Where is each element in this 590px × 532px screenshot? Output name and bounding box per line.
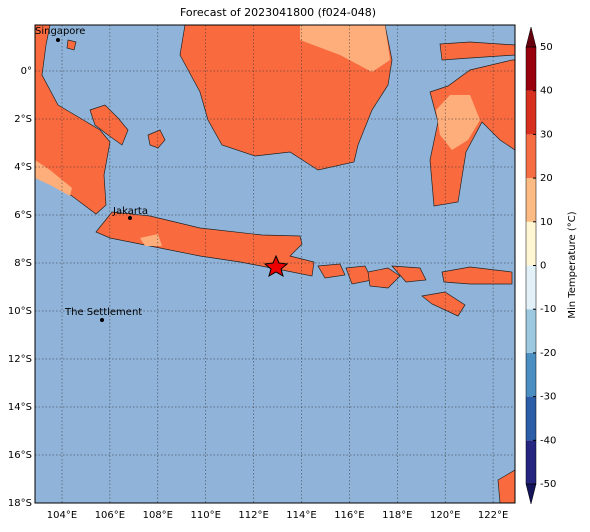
place-dot bbox=[56, 38, 60, 42]
colorbar-band bbox=[526, 90, 536, 135]
lat-tick-label: 2°S bbox=[14, 114, 32, 125]
colorbar-tick-label: -10 bbox=[540, 304, 556, 315]
lon-tick-label: 110°E bbox=[190, 510, 220, 521]
colorbar-band bbox=[526, 265, 536, 310]
colorbar-band bbox=[526, 178, 536, 222]
lat-tick-label: 6°S bbox=[14, 210, 32, 221]
colorbar-tick-label: 0 bbox=[540, 261, 546, 272]
colorbar-band bbox=[526, 309, 536, 353]
colorbar-band bbox=[526, 352, 536, 397]
lon-tick-label: 114°E bbox=[286, 510, 316, 521]
colorbar-tick-label: -30 bbox=[540, 392, 556, 403]
lat-tick-label: 0° bbox=[21, 66, 32, 77]
colorbar-tick-label: 30 bbox=[540, 129, 553, 140]
colorbar-tick-label: 40 bbox=[540, 86, 553, 97]
lon-tick-label: 106°E bbox=[95, 510, 125, 521]
lon-tick-label: 118°E bbox=[382, 510, 412, 521]
colorbar-tick-label: -40 bbox=[540, 435, 556, 446]
star-marker bbox=[263, 254, 289, 278]
colorbar-band bbox=[526, 47, 536, 91]
lon-tick-label: 122°E bbox=[478, 510, 508, 521]
lat-tick-label: 10°S bbox=[8, 306, 32, 317]
lon-tick-label: 120°E bbox=[430, 510, 460, 521]
colorbar-tick-label: 20 bbox=[540, 173, 553, 184]
place-dot bbox=[128, 216, 132, 220]
map-frame bbox=[34, 24, 516, 504]
colorbar-extend-high bbox=[525, 26, 537, 48]
title: Forecast of 2023041800 (f024-048) bbox=[180, 6, 376, 19]
lon-tick-label: 108°E bbox=[143, 510, 173, 521]
place-label: The Settlement bbox=[64, 307, 142, 318]
lon-tick-label: 112°E bbox=[238, 510, 268, 521]
colorbar-tick-label: -50 bbox=[540, 479, 556, 490]
lon-tick-label: 104°E bbox=[47, 510, 77, 521]
place-label: Singapore bbox=[35, 26, 85, 37]
colorbar-tick-label: -20 bbox=[540, 348, 556, 359]
place-label: Jakarta bbox=[112, 206, 148, 217]
lat-tick-label: 12°S bbox=[8, 354, 32, 365]
lat-tick-label: 8°S bbox=[14, 258, 32, 269]
colorbar-extend-low bbox=[525, 483, 537, 505]
lat-tick-label: 4°S bbox=[14, 162, 32, 173]
colorbar-tick-label: 10 bbox=[540, 217, 553, 228]
place-dot bbox=[100, 318, 104, 322]
lat-tick-label: 14°S bbox=[8, 402, 32, 413]
colorbar-band bbox=[526, 440, 536, 484]
colorbar-label: Min Temperature (°C) bbox=[567, 211, 578, 318]
lat-tick-label: 18°S bbox=[8, 498, 32, 509]
colorbar-tick-label: 50 bbox=[540, 42, 553, 53]
colorbar-band bbox=[526, 221, 536, 266]
lat-tick-label: 16°S bbox=[8, 450, 32, 461]
colorbar-band bbox=[526, 396, 536, 441]
land bbox=[34, 24, 516, 504]
colorbar-band bbox=[526, 134, 536, 179]
lon-tick-label: 116°E bbox=[334, 510, 364, 521]
